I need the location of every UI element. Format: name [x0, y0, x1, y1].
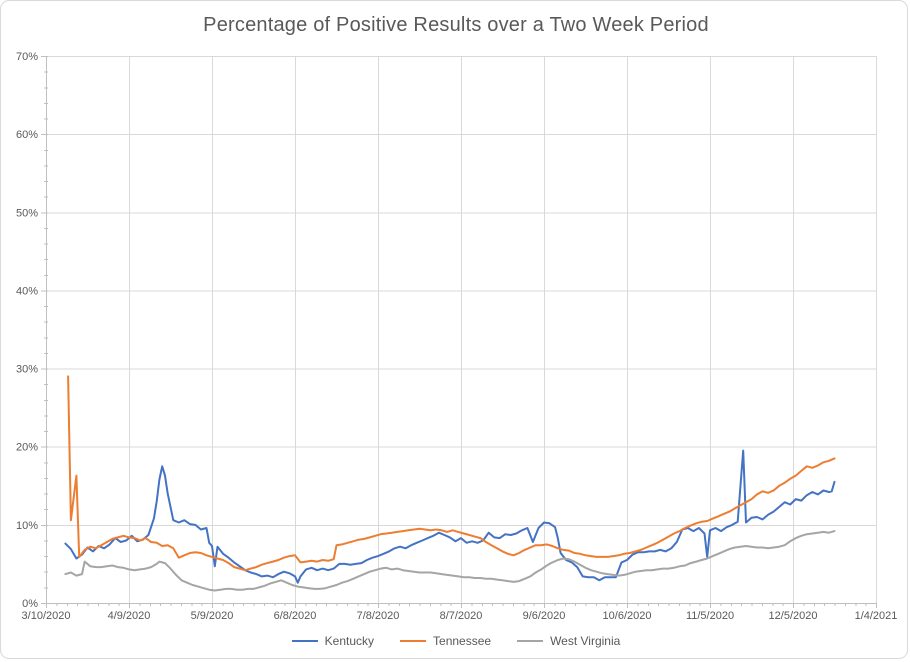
x-axis-tick-label: 8/7/2020 — [440, 610, 483, 622]
x-axis-tick-label: 6/8/2020 — [274, 610, 317, 622]
y-axis-tick-label: 20% — [16, 442, 38, 454]
series-line-tennessee — [67, 375, 836, 572]
y-axis-tick-label: 70% — [16, 51, 38, 63]
x-axis-tick-label: 4/9/2020 — [108, 610, 151, 622]
y-axis-tick-label: 30% — [16, 364, 38, 376]
legend-line-swatch-tennessee — [400, 640, 427, 642]
series-line-west-virginia — [64, 530, 836, 592]
legend-item-kentucky: Kentucky — [291, 634, 375, 648]
legend-item-west-virginia: West Virginia — [517, 634, 620, 648]
legend-label-west-virginia: West Virginia — [550, 634, 621, 648]
x-axis-tick-label: 1/4/2021 — [855, 610, 898, 622]
y-axis-tick-label: 50% — [16, 207, 38, 219]
legend-line-swatch-kentucky — [291, 640, 318, 642]
x-axis-tick-label: 3/10/2020 — [22, 610, 71, 622]
legend-label-kentucky: Kentucky — [324, 634, 375, 648]
x-axis-tick-label: 5/9/2020 — [191, 610, 234, 622]
y-axis-tick-label: 60% — [16, 129, 38, 141]
legend: Kentucky Tennessee West Virginia — [1, 634, 910, 648]
x-axis-tick-label: 9/6/2020 — [523, 610, 566, 622]
y-axis-tick-label: 10% — [16, 520, 38, 532]
x-axis-tick-label: 10/6/2020 — [603, 610, 652, 622]
chart-title: Percentage of Positive Results over a Tw… — [203, 14, 709, 36]
legend-item-tennessee: Tennessee — [400, 634, 491, 648]
x-axis-tick-label: 7/8/2020 — [357, 610, 400, 622]
series-line-kentucky — [64, 449, 836, 584]
y-axis-tick-label: 40% — [16, 285, 38, 297]
legend-label-tennessee: Tennessee — [433, 634, 492, 648]
x-axis-tick-label: 12/5/2020 — [769, 610, 818, 622]
y-axis-tick-label: 0% — [22, 598, 38, 610]
legend-line-swatch-west-virginia — [517, 640, 544, 642]
x-axis-tick-label: 11/5/2020 — [686, 610, 734, 622]
